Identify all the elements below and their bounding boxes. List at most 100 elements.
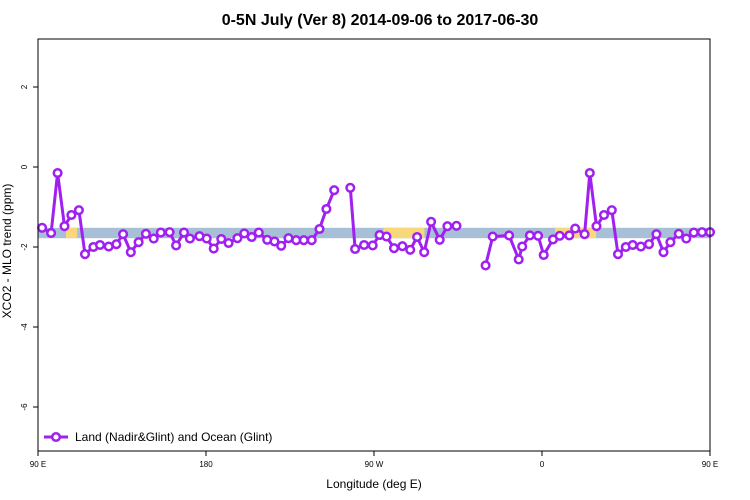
data-point — [643, 239, 655, 250]
data-point — [673, 228, 684, 239]
y-tick-label: -2 — [20, 243, 29, 251]
data-point — [665, 237, 676, 248]
data-point — [688, 227, 699, 238]
data-point — [111, 239, 122, 250]
data-point — [480, 260, 491, 271]
data-point — [397, 241, 408, 252]
legend-marker-swatch — [50, 431, 62, 443]
data-point — [208, 243, 219, 254]
data-point — [73, 205, 84, 216]
data-point — [140, 228, 151, 239]
x-tick-label: 0 — [540, 460, 545, 469]
data-point — [598, 209, 610, 221]
data-point — [350, 243, 361, 255]
data-point — [612, 249, 624, 260]
surface-band — [38, 227, 710, 239]
data-point — [253, 227, 264, 238]
land-band-segment — [383, 227, 425, 239]
y-tick-label: 2 — [20, 84, 29, 89]
data-point — [66, 209, 77, 221]
data-point — [538, 249, 549, 261]
data-point — [79, 249, 91, 260]
data-point — [314, 223, 325, 235]
legend-label: Land (Nadir&Glint) and Ocean (Glint) — [75, 430, 272, 444]
data-point — [269, 236, 280, 247]
data-point — [359, 239, 370, 251]
x-axis-label: Longitude (deg E) — [326, 477, 421, 491]
data-point — [504, 230, 515, 241]
data-point — [554, 230, 565, 241]
data-point — [171, 240, 182, 251]
data-point — [451, 220, 462, 231]
y-tick-label: 0 — [20, 164, 29, 169]
data-point — [298, 235, 309, 246]
data-point — [635, 241, 646, 252]
data-point — [388, 243, 400, 254]
data-point — [321, 203, 332, 215]
data-point — [232, 233, 243, 244]
data-point — [46, 227, 57, 239]
data-point — [246, 231, 257, 243]
x-tick-label: 90 E — [30, 460, 46, 469]
data-point — [178, 227, 190, 238]
data-point — [59, 221, 70, 232]
series-line — [484, 171, 710, 266]
data-point — [201, 233, 212, 244]
y-axis-label: XCO2 - MLO trend (ppm) — [0, 184, 14, 319]
data-point — [118, 229, 129, 240]
data-point — [239, 228, 250, 239]
data-point — [651, 229, 662, 240]
y-axis: 2 0 -2 -4 -6 — [20, 84, 38, 411]
data-point — [133, 237, 144, 248]
data-point — [419, 247, 430, 258]
data-point — [184, 233, 195, 244]
data-point — [627, 239, 638, 251]
data-point — [148, 233, 159, 244]
data-point — [216, 233, 227, 245]
data-point — [155, 227, 166, 238]
data-point — [434, 234, 445, 245]
data-point — [276, 240, 287, 251]
data-point — [681, 233, 692, 244]
y-tick-label: -4 — [20, 323, 29, 331]
land-band-segment — [66, 227, 78, 239]
x-tick-label: 180 — [199, 460, 213, 469]
data-point — [487, 231, 498, 242]
x-tick-label: 90 W — [365, 460, 384, 469]
series-layer — [37, 167, 716, 271]
data-point — [345, 182, 356, 193]
data-point — [329, 185, 340, 196]
data-point — [584, 167, 595, 179]
data-point — [283, 233, 294, 244]
chart-title: 0-5N July (Ver 8) 2014-09-06 to 2017-06-… — [222, 12, 539, 29]
data-point — [125, 247, 136, 258]
x-tick-label: 90 E — [702, 460, 718, 469]
data-point — [381, 231, 392, 242]
data-point — [412, 231, 423, 243]
data-point — [564, 230, 575, 241]
data-point — [570, 223, 581, 234]
x-axis: 90 E 180 90 W 0 90 E — [30, 451, 718, 469]
data-point — [513, 254, 524, 265]
data-point — [37, 222, 48, 233]
data-point — [405, 244, 416, 255]
data-point — [533, 230, 544, 241]
y-tick-label: -6 — [20, 403, 29, 411]
data-point — [591, 221, 602, 232]
data-point — [658, 247, 669, 258]
data-point — [524, 230, 535, 241]
data-point — [579, 229, 590, 240]
data-point — [164, 227, 175, 238]
data-point — [367, 240, 378, 251]
data-point — [696, 227, 708, 238]
data-point — [426, 216, 437, 227]
data-point — [52, 167, 63, 179]
data-point — [442, 221, 453, 232]
ocean-band — [38, 227, 710, 239]
data-point — [606, 205, 617, 216]
legend: Land (Nadir&Glint) and Ocean (Glint) — [44, 430, 272, 444]
plot-area — [37, 38, 716, 452]
data-point — [306, 235, 317, 246]
data-point — [223, 237, 234, 249]
